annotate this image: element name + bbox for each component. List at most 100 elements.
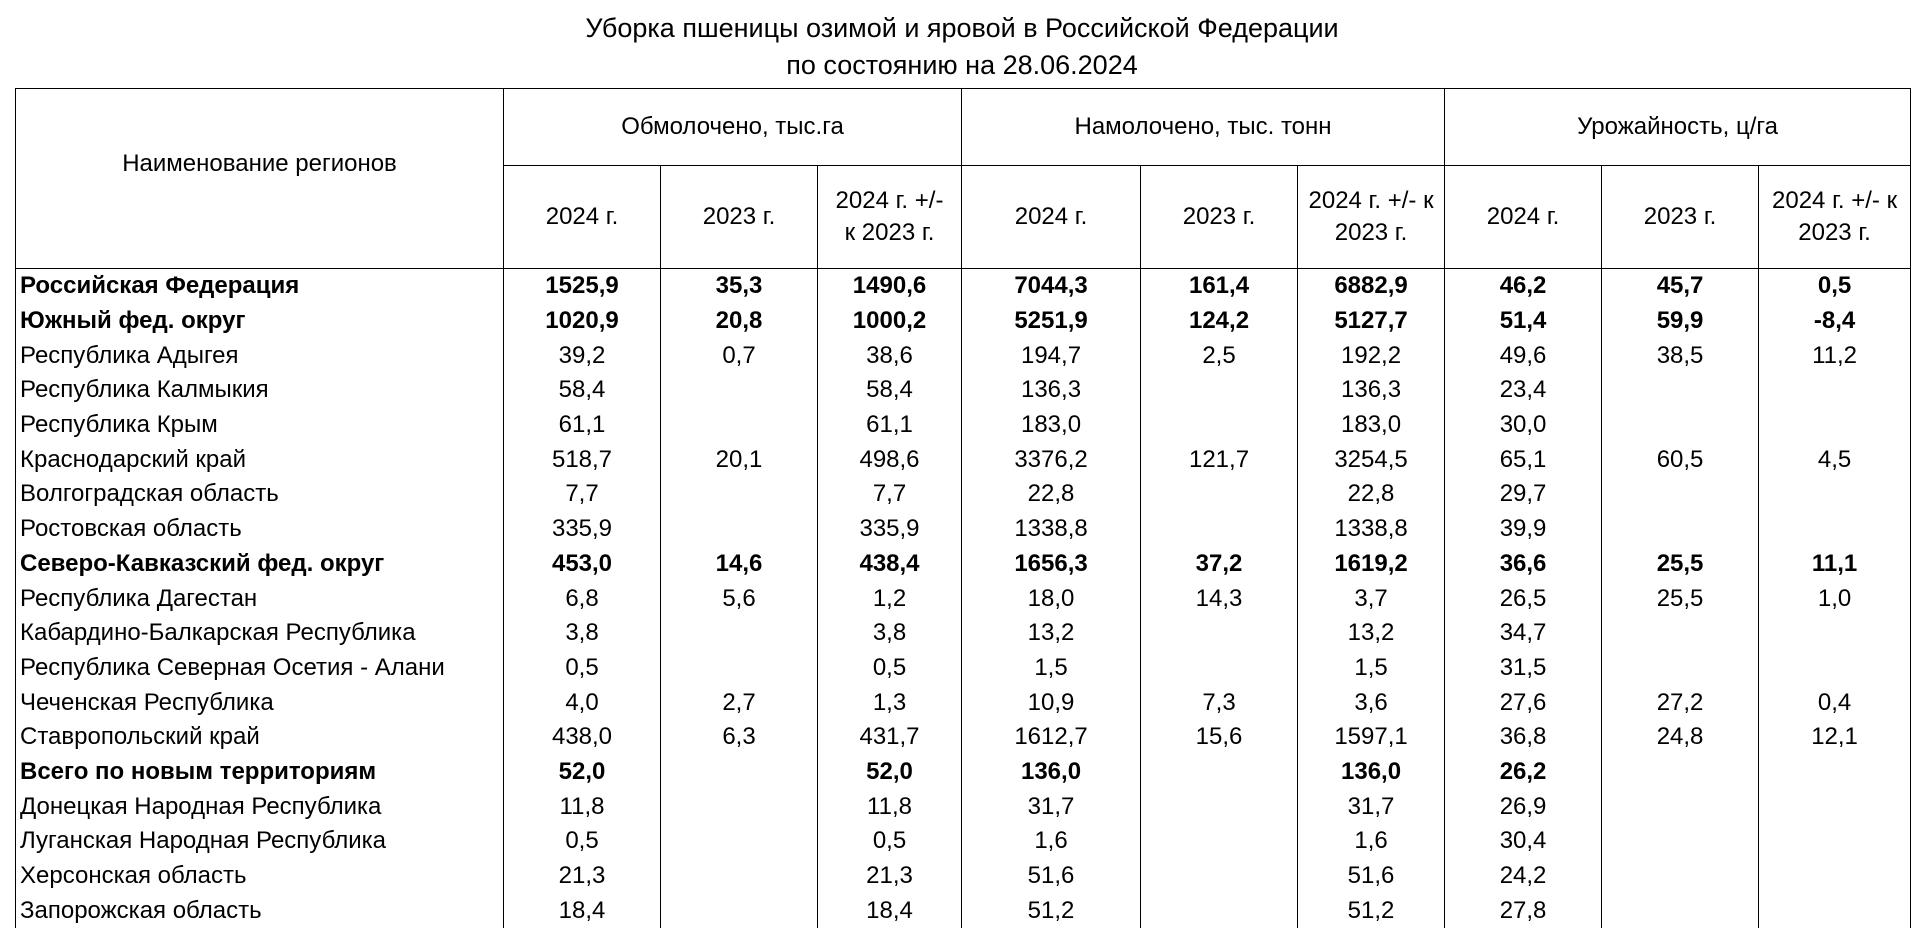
value-cell: 3,7 [1297, 581, 1446, 616]
column-header: 2024 г. [1444, 165, 1603, 269]
value-cell: 24,8 [1601, 719, 1760, 755]
column-header: 2024 г. +/- к 2023 г. [1297, 165, 1446, 269]
title: Уборка пшеницы озимой и яровой в Российс… [0, 10, 1924, 84]
value-cell: 20,8 [660, 303, 818, 339]
column-header: 2023 г. [660, 165, 818, 269]
region-name: Российская Федерация [15, 268, 504, 304]
table-row: Республика Адыгея 39,2 0,7 38,6 194,7 2,5 192,… [15, 338, 1912, 374]
value-cell [660, 511, 818, 547]
value-cell: 431,7 [816, 719, 963, 755]
value-cell: 11,8 [503, 789, 661, 824]
value-cell: 52,0 [816, 754, 963, 790]
value-cell: 438,0 [503, 719, 661, 755]
value-cell: 22,8 [1297, 477, 1446, 512]
value-cell: 183,0 [961, 407, 1142, 443]
value-cell: 183,0 [1297, 407, 1446, 443]
value-cell [660, 615, 818, 651]
table-row: Краснодарский край 518,7 20,1 498,6 3376,2 12… [15, 442, 1912, 478]
value-cell: 51,6 [1297, 858, 1446, 894]
value-cell: 7,3 [1140, 685, 1299, 720]
value-cell: 65,1 [1444, 442, 1603, 478]
value-cell: 3376,2 [961, 442, 1142, 478]
value-cell: 15,6 [1140, 719, 1299, 755]
value-cell [660, 789, 818, 824]
value-cell [660, 824, 818, 859]
value-cell [1758, 477, 1912, 512]
value-cell [1601, 650, 1760, 686]
value-cell: 23,4 [1444, 373, 1603, 408]
column-header: 2023 г. [1140, 165, 1299, 269]
value-cell: 51,6 [961, 858, 1142, 894]
value-cell: 335,9 [503, 511, 661, 547]
value-cell: 1,2 [816, 581, 963, 616]
column-header: 2024 г. [961, 165, 1142, 269]
value-cell: 1,6 [1297, 824, 1446, 859]
value-cell: 136,3 [961, 373, 1142, 408]
value-cell: 1338,8 [961, 511, 1142, 547]
value-cell: 161,4 [1140, 268, 1299, 304]
value-cell: 13,2 [1297, 615, 1446, 651]
value-cell: 31,5 [1444, 650, 1603, 686]
value-cell [1601, 858, 1760, 894]
value-cell: 1490,6 [816, 268, 963, 304]
value-cell: 11,2 [1758, 338, 1912, 374]
value-cell: 14,6 [660, 546, 818, 582]
region-header: Наименование регионов [15, 88, 504, 269]
value-cell: 1,5 [961, 650, 1142, 686]
value-cell: 36,8 [1444, 719, 1603, 755]
value-cell: 124,2 [1140, 303, 1299, 339]
value-cell [1140, 407, 1299, 443]
value-cell: 1,3 [816, 685, 963, 720]
value-cell: 3254,5 [1297, 442, 1446, 478]
value-cell: 11,1 [1758, 546, 1912, 582]
value-cell [1140, 477, 1299, 512]
table-row: Ростовская область 335,9 335,9 1338,8 1338,8… [15, 511, 1912, 547]
region-name: Чеченская Республика [15, 685, 504, 720]
value-cell [1140, 373, 1299, 408]
value-cell: 24,2 [1444, 858, 1603, 894]
value-cell: 0,5 [816, 824, 963, 859]
value-cell: 7,7 [816, 477, 963, 512]
table-row: Всего по новым территориям 52,0 52,0 136,0 1… [15, 754, 1912, 790]
value-cell: 438,4 [816, 546, 963, 582]
value-cell: 194,7 [961, 338, 1142, 374]
table-row: Южный фед. округ 1020,9 20,8 1000,2 5251,9 12… [15, 303, 1912, 339]
column-header: 2024 г. +/- к 2023 г. [816, 165, 963, 269]
table-row: Ставропольский край 438,0 6,3 431,7 1612,7 15… [15, 719, 1912, 755]
value-cell: 1597,1 [1297, 719, 1446, 755]
value-cell: 25,5 [1601, 581, 1760, 616]
value-cell: 7,7 [503, 477, 661, 512]
table-row: Луганская Народная Республика 0,5 0,5 1,6 1,… [15, 824, 1912, 859]
value-cell [660, 893, 818, 929]
value-cell: 0,5 [816, 650, 963, 686]
value-cell: 0,5 [1758, 268, 1912, 304]
value-cell [1140, 511, 1299, 547]
value-cell: 31,7 [961, 789, 1142, 824]
value-cell: 29,7 [1444, 477, 1603, 512]
group-header: Обмолочено, тыс.га [502, 88, 963, 166]
value-cell: 6,8 [503, 581, 661, 616]
value-cell: 61,1 [816, 407, 963, 443]
value-cell [1758, 615, 1912, 651]
region-name: Республика Дагестан [15, 581, 504, 616]
value-cell [1601, 511, 1760, 547]
value-cell: 136,3 [1297, 373, 1446, 408]
value-cell: 4,5 [1758, 442, 1912, 478]
value-cell: 52,0 [503, 754, 661, 790]
value-cell [660, 407, 818, 443]
value-cell: 51,2 [961, 893, 1142, 929]
value-cell: 1,0 [1758, 581, 1912, 616]
value-cell: 36,6 [1444, 546, 1603, 582]
column-header: 2024 г. +/- к 2023 г. [1758, 165, 1912, 269]
region-name: Краснодарский край [15, 442, 504, 478]
value-cell: 0,5 [503, 650, 661, 686]
table-row: Республика Северная Осетия - Алани 0,5 0,5… [15, 650, 1912, 686]
value-cell [1758, 373, 1912, 408]
value-cell: 27,2 [1601, 685, 1760, 720]
value-cell: 2,7 [660, 685, 818, 720]
value-cell: 7044,3 [961, 268, 1142, 304]
value-cell [660, 858, 818, 894]
value-cell: 121,7 [1140, 442, 1299, 478]
value-cell: 18,4 [503, 893, 661, 929]
value-cell: 21,3 [503, 858, 661, 894]
